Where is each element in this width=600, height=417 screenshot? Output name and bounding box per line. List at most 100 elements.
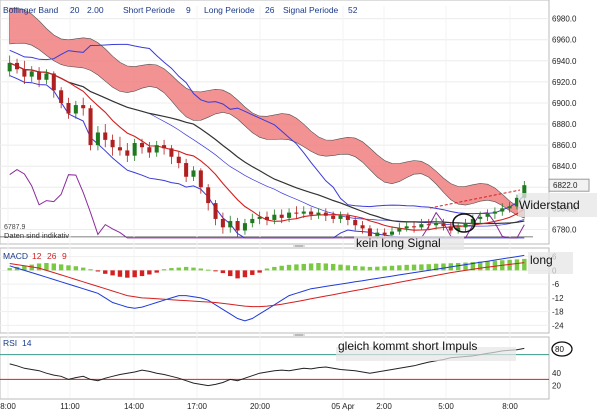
- macd-bar: [455, 263, 461, 271]
- candle-body: [220, 218, 225, 228]
- macd-bar: [353, 265, 358, 271]
- candle: [257, 211, 262, 225]
- candle-body: [257, 216, 262, 219]
- candle: [345, 212, 350, 226]
- candle: [191, 166, 196, 181]
- macd-bar: [36, 263, 42, 271]
- macd-tick-label: -24: [552, 321, 564, 330]
- macd-bar: [294, 264, 299, 271]
- candle: [485, 209, 490, 222]
- candle: [242, 218, 247, 235]
- candle: [73, 100, 78, 119]
- candle: [389, 226, 395, 238]
- candle: [426, 218, 431, 230]
- long-periode-value: 26: [265, 5, 275, 15]
- macd-bar: [58, 264, 64, 271]
- bollinger-upper-line: [9, 43, 525, 215]
- candle-body: [301, 211, 306, 214]
- macd-bar: [272, 266, 277, 271]
- macd-bar: [117, 270, 123, 277]
- rsi-tick-label: 40: [552, 369, 561, 378]
- ref-line-label: 6787.9: [4, 224, 26, 231]
- macd-bar: [161, 269, 167, 271]
- candle: [301, 206, 306, 218]
- candle-body: [37, 71, 42, 80]
- main-panel-resize-grip[interactable]: [293, 244, 305, 248]
- macd-bar: [125, 270, 130, 278]
- signal-periode-value: 52: [348, 5, 358, 15]
- rsi-80-marker: 80: [551, 341, 573, 357]
- candle-body: [264, 216, 270, 220]
- macd-bar: [29, 264, 34, 271]
- candle: [397, 223, 402, 235]
- resistance-text: Widerstand: [519, 198, 580, 212]
- candle-body: [456, 227, 461, 231]
- long-annotation: long: [528, 252, 573, 274]
- macd-bar: [470, 262, 476, 271]
- macd-bar: [492, 260, 498, 271]
- candle-body: [294, 212, 299, 214]
- candle-body: [169, 148, 174, 157]
- macd-bar: [257, 270, 262, 273]
- candle: [59, 87, 64, 109]
- macd-bar: [419, 264, 424, 271]
- short-periode-label: Short Periode: [123, 5, 175, 15]
- macd-bar: [478, 261, 483, 271]
- candle-body: [478, 216, 483, 219]
- macd-bar: [213, 270, 218, 272]
- candle-body: [235, 221, 240, 231]
- candle: [110, 134, 115, 156]
- candle: [88, 105, 93, 151]
- macd-param-fast: 12: [32, 251, 42, 261]
- macd-bar: [338, 264, 343, 271]
- rsi-tick-label: 20: [552, 382, 561, 391]
- candle-body: [353, 219, 358, 226]
- candle: [147, 141, 152, 158]
- candle-body: [323, 212, 328, 216]
- candle: [15, 58, 20, 74]
- macd-bar: [330, 263, 336, 271]
- macd-bar: [110, 270, 115, 276]
- macd-bar: [360, 266, 365, 271]
- macd-bar: [147, 270, 152, 275]
- macd-bar: [7, 268, 12, 271]
- candle: [323, 208, 328, 222]
- price-tick-label: 6900.0: [552, 99, 577, 108]
- candle: [272, 209, 277, 225]
- macd-bar: [323, 263, 329, 271]
- macd-panel-resize-grip[interactable]: [293, 333, 305, 337]
- macd-bar: [95, 270, 101, 272]
- macd-bar: [514, 259, 520, 271]
- candle: [7, 55, 12, 77]
- candle: [404, 221, 409, 232]
- candle: [316, 208, 321, 219]
- time-tick-label: 2:00: [376, 402, 392, 411]
- candle-body: [7, 62, 12, 72]
- rsi-title: RSI 14: [3, 338, 32, 348]
- candle-body: [191, 170, 196, 177]
- macd-bar: [51, 263, 56, 271]
- candle: [448, 222, 453, 234]
- macd-bar: [404, 264, 409, 271]
- price-tick-label: 6960.0: [552, 36, 577, 45]
- candle-body: [470, 218, 475, 224]
- candle: [228, 215, 233, 233]
- macd-bar: [301, 263, 306, 271]
- macd-bar: [485, 261, 490, 271]
- candle-body: [375, 232, 380, 237]
- macd-bar: [389, 265, 395, 271]
- time-tick-label: 5:00: [438, 402, 454, 411]
- candle-body: [492, 211, 497, 214]
- macd-tick-label: -18: [552, 308, 564, 317]
- bollinger-label: Bollinger Band: [3, 5, 59, 15]
- macd-bar: [426, 264, 431, 271]
- candle-body: [382, 232, 387, 235]
- candle-body: [287, 212, 292, 218]
- candle: [463, 218, 468, 232]
- candle-body: [507, 206, 512, 209]
- candle-body: [176, 156, 181, 164]
- macd-title: MACD 12 26 9: [3, 251, 67, 261]
- short-impuls-annotation: gleich kommt short Impuls: [336, 339, 516, 361]
- candle: [492, 207, 497, 219]
